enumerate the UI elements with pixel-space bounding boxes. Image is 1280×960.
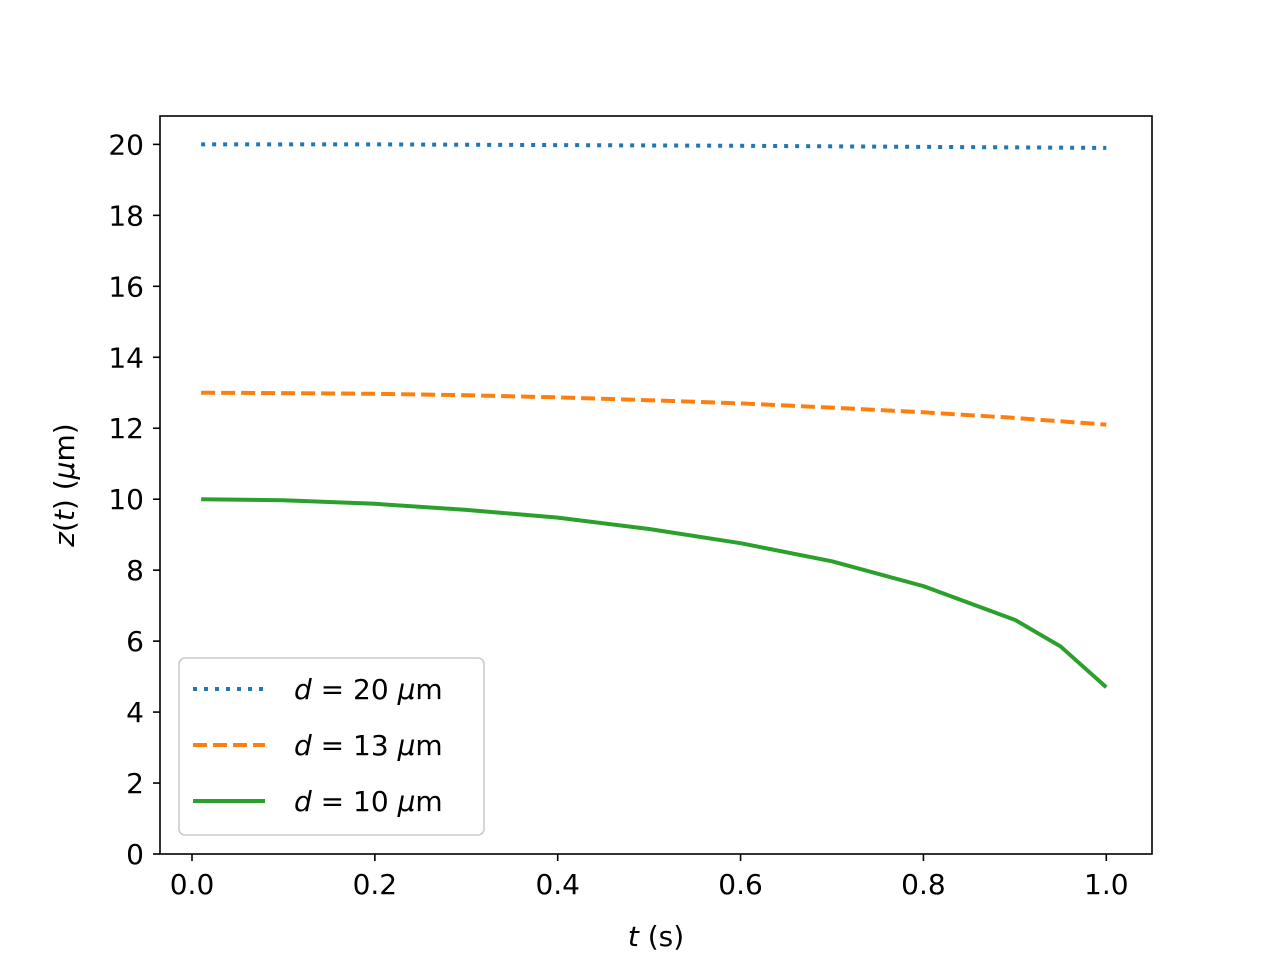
series-line-0 [201,142,1107,150]
legend-unit-prefix-1: μ [397,729,416,762]
y-axis-label-unit-prefix: μ [48,462,81,481]
series-line-1 [201,390,1107,427]
legend-value-2: = 10 [312,785,398,818]
legend-value-1: = 13 [312,729,398,762]
y-tick-label-10: 20 [108,128,144,161]
x-axis-ticks: 0.0 0.2 0.4 0.6 0.8 1.0 [170,854,1129,901]
series-layer [201,142,1108,689]
legend-value-0: = 20 [312,673,398,706]
y-tick-label-0: 0 [126,838,144,871]
y-axis-label-unit-suffix: m [48,434,81,461]
x-tick-label-0: 0.0 [170,868,215,901]
legend-unit-suffix-1: m [415,729,442,762]
x-tick-label-3: 0.6 [718,868,763,901]
y-tick-label-5: 10 [108,483,144,516]
y-axis-label-function: z [48,531,81,548]
y-tick-label-4: 8 [126,554,144,587]
x-tick-label-5: 1.0 [1084,868,1129,901]
x-axis-label-variable: t [628,920,640,953]
x-axis-label-unit: (s) [639,920,684,953]
legend-label-2: d = 10 μm [294,785,443,818]
x-tick-label-2: 0.4 [535,868,580,901]
legend-items: d = 20 μmd = 13 μmd = 10 μm [193,673,443,818]
y-tick-label-7: 14 [108,341,144,374]
y-tick-label-1: 2 [126,767,144,800]
legend-unit-prefix-2: μ [397,785,416,818]
y-axis-label: z(t) (μm) [48,423,81,547]
y-axis-label-paren-end: ) [48,423,81,434]
y-tick-label-8: 16 [108,270,144,303]
legend-var-0: d [294,673,312,706]
legend-var-1: d [294,729,312,762]
series-line-2 [201,497,1108,689]
x-tick-label-1: 0.2 [353,868,398,901]
y-tick-label-6: 12 [108,412,144,445]
legend-label-0: d = 20 μm [294,673,443,706]
legend-unit-suffix-0: m [415,673,442,706]
legend-var-2: d [294,785,312,818]
x-tick-label-4: 0.8 [901,868,946,901]
y-tick-label-2: 4 [126,696,144,729]
legend-unit-suffix-2: m [415,785,442,818]
y-tick-label-3: 6 [126,625,144,658]
legend-box [178,657,485,836]
y-axis-label-paren-open: ( [48,521,81,532]
legend-unit-prefix-0: μ [397,673,416,706]
x-axis-label: t (s) [628,920,684,953]
y-axis-label-paren-close: ) ( [48,479,81,510]
plot-frame [159,115,1153,855]
y-axis-label-argument: t [48,509,81,521]
legend-label-1: d = 13 μm [294,729,443,762]
y-axis-ticks: 0 2 4 6 8 10 12 14 16 18 20 [108,128,160,871]
legend: d = 20 μmd = 13 μmd = 10 μm [178,657,485,836]
y-tick-label-9: 18 [108,199,144,232]
